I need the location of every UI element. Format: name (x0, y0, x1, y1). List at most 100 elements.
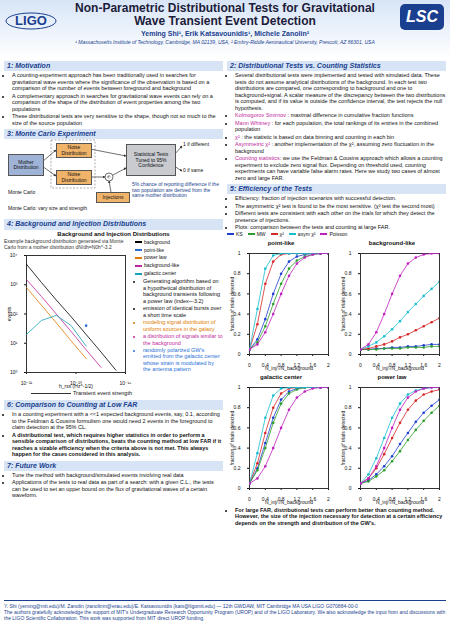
svg-text:0: 0 (359, 496, 362, 502)
html-text:0 if same: 0 if same (183, 167, 204, 174)
html-text:7: Future Work: 7: Future Work (7, 461, 57, 469)
svg-text:0: 0 (248, 496, 251, 502)
svg-text:2: 2 (438, 496, 441, 502)
svg-text:0.8: 0.8 (345, 404, 352, 410)
svg-text:10⁻²¹: 10⁻²¹ (21, 381, 33, 387)
html-text:Background and Injection Distr: Background and Injection Distributions (57, 230, 170, 237)
html-text:asym χ²: asym χ² (297, 230, 316, 237)
svg-text:h_rss (Hz^-1/2): h_rss (Hz^-1/2) (59, 383, 93, 389)
html-text:background: background (144, 238, 171, 245)
svg-text:N_inj/√N_background: N_inj/√N_background (376, 498, 424, 504)
svg-text:10⁻¹⁹: 10⁻¹⁹ (119, 381, 131, 387)
html-text:Plots: comparison between the: Plots: comparison between the tests and … (235, 224, 390, 231)
svg-text:0.8: 0.8 (234, 404, 241, 410)
svg-text:0.2: 0.2 (344, 330, 352, 337)
html-text:1 if different: 1 if different (183, 141, 209, 148)
svg-text:events: events (6, 307, 12, 322)
html-text:randomly polarized GW's emitte: randomly polarized GW's emitted from the… (143, 347, 220, 373)
html-text:modeling signal distribution o: modeling signal distribution of uniform … (143, 319, 216, 332)
html-text:A distributional test, which r: A distributional test, which requires hi… (12, 431, 221, 458)
html-text:MW: MW (256, 230, 266, 237)
html-text:Applications of the tests to r: Applications of the tests to real data a… (12, 479, 214, 499)
html-text:Different tests are consistent: Different tests are consistent with each… (235, 210, 435, 223)
html-text:Example background distributio: Example background distribution generate… (4, 237, 124, 250)
html-text:1: Motivation: 1: Motivation (7, 62, 51, 69)
html-text:LSC: LSC (406, 8, 438, 25)
html-text:4: Background and Injection Di: 4: Background and Injection Distribution… (7, 220, 147, 228)
html-text:Noise Distribution: Noise Distribution (61, 144, 87, 156)
svg-text:0: 0 (349, 351, 352, 357)
svg-text:0.8: 0.8 (234, 270, 241, 276)
html-text:5% chance of reporting differe: 5% chance of reporting difference if the… (132, 181, 219, 199)
svg-text:2: 2 (327, 496, 330, 502)
svg-text:fraction of trials detected: fraction of trials detected (340, 276, 346, 331)
svg-text:0.2: 0.2 (233, 330, 241, 337)
svg-text:10¹: 10¹ (10, 340, 18, 346)
html-text:point-like: point-like (144, 246, 164, 253)
svg-text:0: 0 (349, 485, 352, 491)
svg-text:10³: 10³ (10, 282, 18, 288)
svg-text:0.8: 0.8 (345, 270, 352, 276)
html-text:point-like: point-like (267, 239, 295, 246)
html-text:Asymmetric χ²: another impleme: Asymmetric χ²: another implementation of… (235, 141, 434, 154)
html-text:background-like: background-like (144, 262, 180, 269)
html-text:galactic center: galactic center (144, 270, 177, 277)
svg-text:0: 0 (248, 362, 251, 368)
html-text:power law: power law (144, 254, 167, 261)
svg-text:LIGO: LIGO (15, 13, 47, 28)
html-text:χ²: the statistic is based on: χ²: the statistic is based on data binni… (235, 133, 395, 140)
html-text:Efficiency: fraction of inject: Efficiency: fraction of injection scenar… (235, 195, 397, 202)
html-text:Monte Carlo: vary size and str: Monte Carlo: vary size and strength (8, 205, 87, 212)
html-text:Mother Distribution: Mother Distribution (13, 158, 39, 171)
html-text:Poisson: Poisson (329, 230, 348, 237)
html-text:A complementary approach in se: A complementary approach in searches for… (12, 92, 213, 112)
html-text:Transient event strength: Transient event strength (72, 390, 132, 397)
svg-text:1: 1 (349, 250, 352, 256)
html-text:These distributional tests are: These distributional tests are very sens… (12, 113, 216, 126)
html-text:a distribution of signals simi: a distribution of signals similar to the… (143, 333, 223, 346)
html-text:Monte Carlo: Monte Carlo (8, 189, 36, 196)
html-text:background-like: background-like (368, 239, 416, 246)
svg-text:fraction of trials detected: fraction of trials detected (229, 410, 235, 465)
html-text:Noise Distribution: Noise Distribution (61, 171, 87, 183)
svg-text:N_inj/√N_background: N_inj/√N_background (376, 364, 424, 370)
html-text:Non-Parametric Distributional: Non-Parametric Distributional Tests for … (75, 1, 375, 29)
html-text:6: Comparison to Counting at L: 6: Comparison to Counting at Low FAR (7, 401, 138, 408)
html-text:Kolmogorov Smirnov: maximal di: Kolmogorov Smirnov: maximal difference i… (235, 112, 414, 119)
svg-text:N_inj/√N_background: N_inj/√N_background (265, 498, 313, 504)
svg-text:fraction of trials detected: fraction of trials detected (229, 276, 235, 331)
svg-text:0.6: 0.6 (233, 290, 241, 297)
svg-text:0.4: 0.4 (233, 310, 241, 317)
svg-text:N_inj/√N_background: N_inj/√N_background (265, 364, 313, 370)
html-text:Tune the method with backgroun: Tune the method with background/simulate… (12, 471, 184, 478)
html-text:The authors gratefully acknowl: The authors gratefully acknowledge the s… (4, 609, 446, 621)
html-text:Several distributional tests w: Several distributional tests were implem… (235, 72, 446, 111)
svg-text:0: 0 (238, 351, 241, 357)
html-text:KS: KS (236, 230, 243, 237)
html-text:emission of identical bursts o: emission of identical bursts over a shor… (143, 305, 222, 318)
svg-text:1: 1 (238, 250, 241, 256)
html-text:Statistical Tests Tuned to 95%: Statistical Tests Tuned to 95% Confidenc… (133, 151, 169, 169)
html-text:Injections: Injections (102, 194, 124, 201)
html-text:3: Monte Carlo Experiment: 3: Monte Carlo Experiment (7, 130, 96, 138)
html-text:5: Efficiency of the Tests: 5: Efficiency of the Tests (230, 185, 313, 192)
svg-text:2: 2 (327, 362, 330, 368)
svg-text:1: 1 (349, 384, 352, 390)
svg-text:0: 0 (238, 485, 241, 491)
svg-text:1: 1 (238, 384, 241, 390)
html-text:The asymmetric χ² test is foun: The asymmetric χ² test is found to be th… (235, 202, 435, 209)
html-text:Mann Whitney: for each populat: Mann Whitney: for each population, the t… (235, 119, 438, 133)
svg-text:10⁴: 10⁴ (10, 253, 18, 259)
html-text:Generating algorithm based on: Generating algorithm based on a hypothet… (143, 278, 220, 304)
svg-text:2: 2 (438, 362, 441, 368)
html-text:In a counting experiment with: In a counting experiment with a <<1 expe… (12, 411, 220, 431)
html-text:A counting-experiment approach: A counting-experiment approach has been … (12, 72, 210, 92)
svg-text:0: 0 (359, 362, 362, 368)
html-text:Counting statistics: we use th: Counting statistics: we use the Feldman … (235, 155, 443, 181)
html-text:For large FAR, distributional: For large FAR, distributional tests can … (235, 506, 443, 526)
svg-text:10²: 10² (10, 311, 18, 318)
svg-text:10⁰: 10⁰ (10, 370, 18, 376)
svg-text:fraction of trials detected: fraction of trials detected (340, 410, 346, 465)
html-text:Yeming Shi¹, Erik Katsavounidi: Yeming Shi¹, Erik Katsavounidis¹, Michel… (141, 30, 309, 37)
html-text:2: Distributional Tests vs. Co: 2: Distributional Tests vs. Counting Sta… (230, 62, 381, 69)
